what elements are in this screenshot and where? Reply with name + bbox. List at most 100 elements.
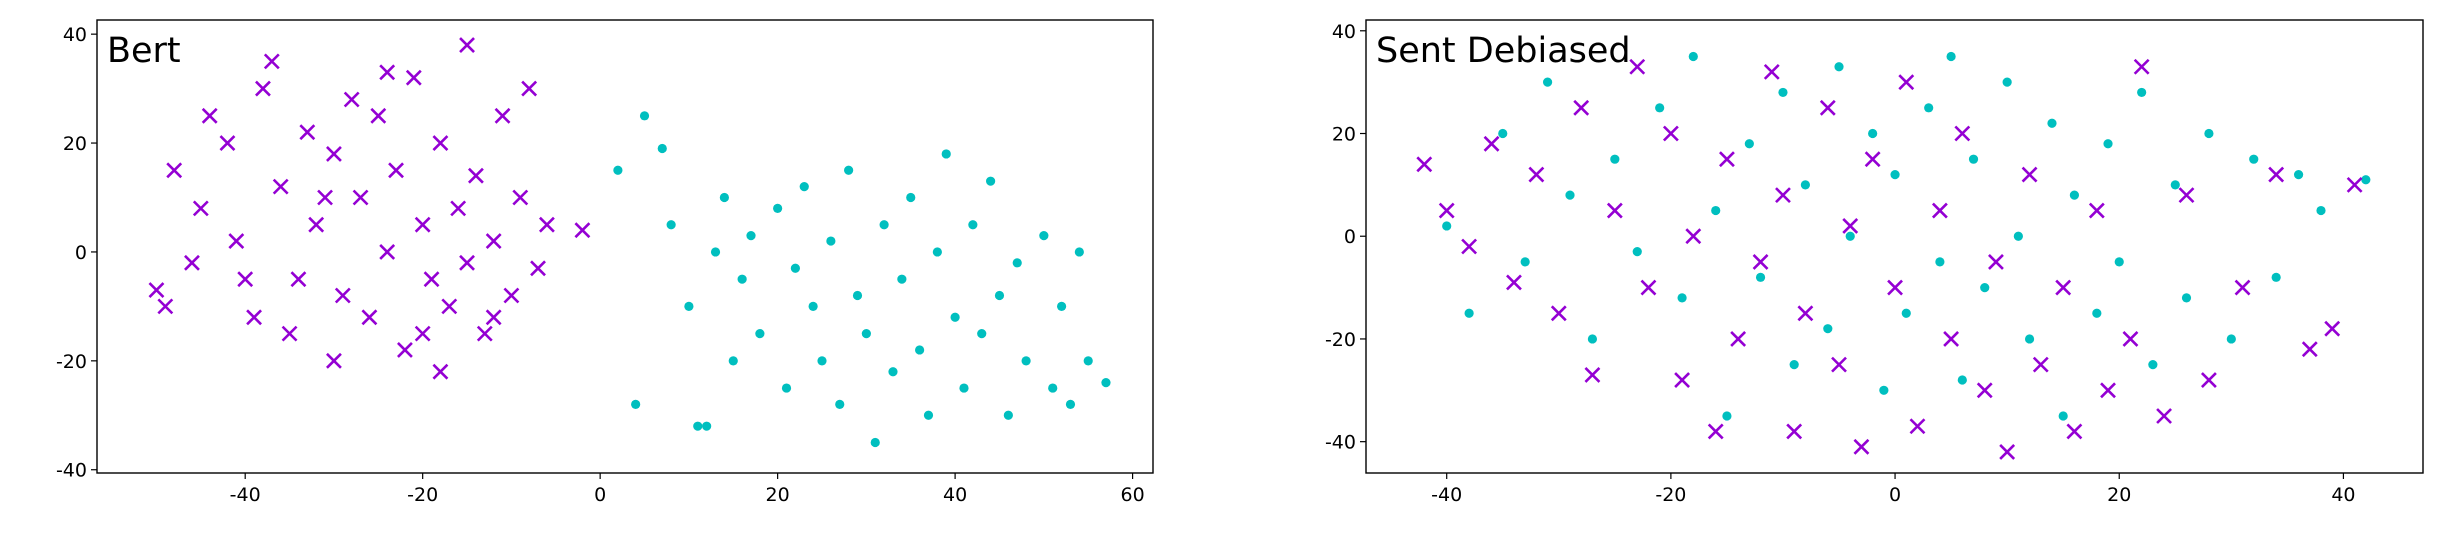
x-marker (326, 352, 342, 369)
dot-marker (1879, 385, 1889, 395)
x-marker (219, 135, 236, 151)
dot-marker (2226, 334, 2236, 344)
x-marker (326, 146, 342, 162)
dot-marker (2204, 128, 2214, 139)
x-marker (1606, 202, 1623, 219)
x-marker (450, 200, 467, 217)
dot-marker (1056, 301, 1067, 311)
chart-panel: -40 -20 0 20 40 60 -40 -20 0 20 40 Bert (56, 19, 1154, 506)
x-tick-label: 20 (766, 484, 790, 506)
x-marker (459, 254, 475, 271)
x-marker (2178, 187, 2195, 204)
y-tick-label: -20 (56, 351, 87, 373)
dot-marker (932, 247, 942, 257)
x-marker (1707, 423, 1724, 440)
x-marker (148, 282, 165, 298)
x-marker (2021, 166, 2038, 183)
dot-marker (1074, 247, 1084, 257)
x-marker (1550, 305, 1567, 322)
x-marker (1887, 279, 1903, 296)
x-marker (1909, 418, 1926, 435)
dot-marker (2316, 205, 2326, 216)
points (148, 37, 1111, 448)
x-marker (379, 64, 396, 81)
dot-marker (1677, 293, 1687, 303)
dot-marker (1565, 190, 1575, 200)
dot-marker (631, 399, 641, 409)
dot-marker (1039, 231, 1049, 241)
dot-marker (1655, 103, 1665, 113)
dot-marker (826, 236, 836, 246)
dot-marker (950, 312, 960, 322)
x-marker (521, 80, 538, 97)
x-tick-label: -40 (1431, 484, 1462, 506)
x-marker (2133, 58, 2150, 75)
dot-marker (1587, 334, 1598, 344)
x-marker (1752, 253, 1769, 270)
x-marker (459, 37, 475, 53)
dot-marker (941, 149, 951, 159)
x-marker (485, 233, 502, 249)
dot-marker (879, 220, 889, 230)
dot-marker (1834, 62, 1844, 72)
dot-marker (835, 399, 845, 409)
x-marker (2324, 320, 2341, 337)
dot-marker (977, 329, 987, 339)
dot-marker (773, 203, 783, 213)
x-marker (503, 287, 520, 304)
dot-marker (2114, 257, 2124, 267)
x-marker (237, 271, 254, 288)
x-marker (1842, 218, 1859, 234)
x-marker (1719, 151, 1735, 168)
dot-marker (790, 263, 800, 273)
x-marker (414, 216, 431, 233)
y-tick-label: 40 (1332, 21, 1356, 43)
x-marker (2301, 341, 2318, 358)
dot-marker (702, 421, 712, 431)
dot-marker (986, 176, 996, 186)
x-marker (538, 216, 555, 233)
x-marker (308, 216, 325, 233)
dot-marker (1688, 51, 1698, 62)
x-marker (388, 162, 404, 179)
x-marker (1797, 305, 1814, 322)
x-tick-label: -20 (407, 484, 438, 506)
x-marker (166, 162, 183, 179)
dot-marker (657, 143, 667, 154)
x-marker (2156, 408, 2172, 424)
y-tick-label: 20 (63, 133, 87, 155)
dot-marker (1065, 399, 1076, 409)
dot-marker (1722, 411, 1732, 421)
dot-marker (906, 192, 916, 203)
x-marker (1640, 279, 1657, 296)
x-marker (467, 167, 484, 184)
x-marker (263, 53, 280, 70)
dot-marker (1755, 272, 1766, 282)
dot-marker (1101, 378, 1111, 388)
dot-marker (1464, 308, 1474, 318)
x-marker (1853, 438, 1870, 455)
x-marker (1629, 58, 1646, 75)
x-tick-label: 0 (594, 484, 606, 506)
x-marker (1898, 74, 1915, 91)
chart-title: Sent Debiased (1376, 31, 1631, 71)
dot-marker (1980, 282, 1990, 293)
dot-marker (737, 274, 747, 284)
dot-marker (1901, 308, 1911, 318)
y-tick-label: 20 (1332, 124, 1356, 146)
dot-marker (2047, 118, 2057, 128)
x-marker (255, 80, 271, 97)
dot-marker (1800, 180, 1810, 190)
dot-marker (2137, 87, 2147, 98)
dot-marker (923, 410, 934, 420)
x-marker (370, 107, 387, 124)
dot-marker (1946, 51, 1956, 62)
chart-panel: -40 -20 0 20 40 -40 -20 0 20 40 Sent Debiased (1325, 19, 2424, 506)
x-marker (290, 271, 307, 288)
x-marker (432, 363, 449, 380)
x-marker (1461, 238, 1478, 255)
dot-marker (1711, 205, 1721, 216)
x-marker (1999, 444, 2016, 460)
x-marker (414, 325, 431, 342)
dot-marker (2002, 77, 2012, 87)
